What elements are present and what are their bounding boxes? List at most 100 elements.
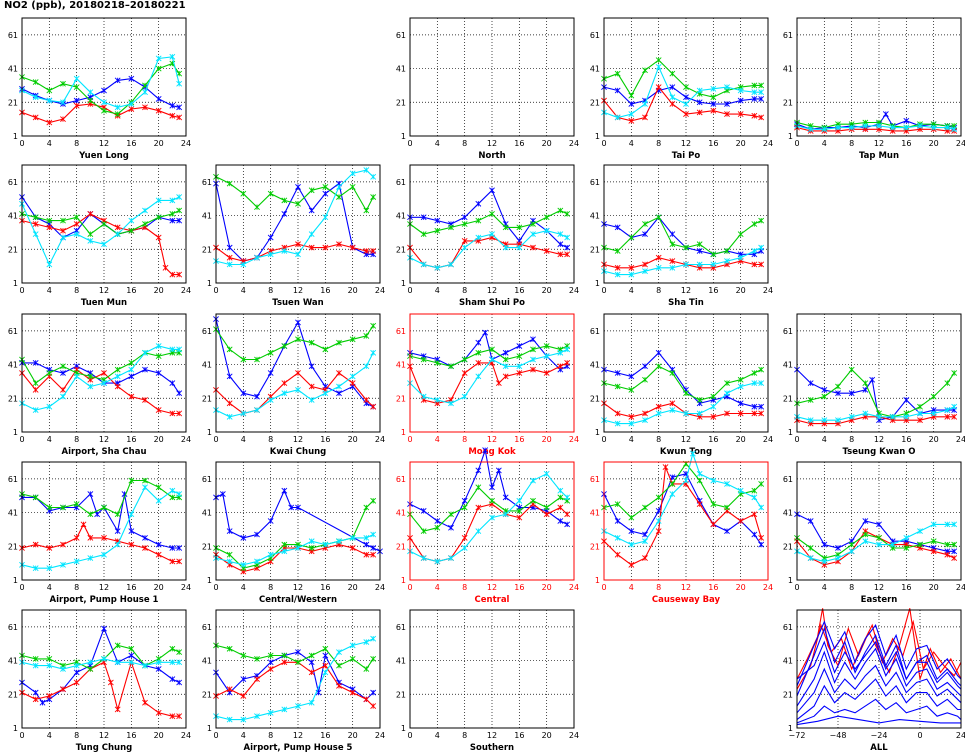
x-tick-label: 24 [956, 583, 965, 592]
data-point [114, 706, 121, 713]
data-point [87, 491, 94, 497]
x-tick-label: 0 [213, 583, 218, 592]
x-tick-label: 24 [375, 286, 385, 295]
panel-title: Airport, Pump House 5 [244, 743, 353, 753]
y-tick-label: 21 [8, 98, 18, 107]
data-point [530, 477, 536, 484]
data-point [176, 649, 183, 656]
data-point [696, 477, 703, 484]
y-tick-label: 41 [590, 361, 600, 370]
data-point [917, 528, 923, 535]
x-tick-label: −24 [871, 731, 888, 740]
series-line-red [603, 86, 762, 122]
x-tick-label: 16 [708, 139, 718, 148]
x-tick-label: 20 [542, 139, 552, 148]
data-point [349, 336, 356, 343]
data-point [226, 254, 233, 261]
x-tick-label: 4 [435, 286, 440, 295]
data-point [363, 332, 370, 339]
data-point [60, 561, 66, 568]
panel-title: Kwun Tong [660, 447, 712, 457]
data-point [758, 244, 765, 251]
data-point [489, 497, 495, 504]
data-point [642, 101, 648, 107]
data-point [710, 101, 717, 107]
data-point [254, 676, 260, 683]
data-point [669, 370, 676, 376]
data-point [32, 380, 39, 387]
data-point [502, 494, 509, 501]
data-point [114, 541, 121, 548]
x-tick-label: 16 [514, 435, 524, 444]
x-tick-label: 8 [849, 139, 854, 148]
plot-frame [21, 313, 187, 433]
data-point [169, 102, 176, 109]
data-point [363, 666, 370, 672]
data-point [60, 116, 66, 123]
data-point [724, 504, 730, 511]
data-point [876, 413, 882, 420]
y-tick-label: 41 [590, 509, 600, 518]
data-point [642, 538, 648, 545]
data-point [370, 322, 377, 329]
data-point [162, 264, 169, 271]
data-point [46, 261, 53, 268]
y-tick-label: 21 [8, 394, 18, 403]
series-line-cyan [215, 169, 374, 266]
panel-airport-sha-chau: 0 4 8 12 16 20 24 1 21 41 61 Airport, Sha Chau [8, 313, 191, 457]
data-point [683, 111, 689, 118]
data-point [516, 514, 523, 521]
data-point [710, 403, 717, 410]
panel-sha-tin: 0 4 8 12 16 20 24 1 21 41 61 Sha Tin [590, 164, 773, 308]
data-point [114, 366, 121, 373]
data-point [696, 501, 703, 508]
data-point [642, 221, 648, 227]
data-point [308, 659, 315, 666]
data-point [176, 491, 183, 497]
data-point [614, 264, 621, 271]
data-point [254, 407, 260, 414]
data-point [32, 231, 39, 238]
data-point [60, 99, 66, 106]
data-point [662, 464, 669, 470]
data-point [655, 403, 662, 410]
data-point [614, 370, 621, 376]
data-point [370, 531, 377, 538]
data-point [240, 190, 247, 197]
data-point [917, 417, 923, 424]
data-point [114, 224, 121, 231]
data-point [128, 541, 135, 548]
panel-tuen-mun: 0 4 8 12 16 20 24 1 21 41 61 Tuen Mun [8, 164, 191, 308]
series-line-cyan [215, 638, 374, 721]
data-point [281, 197, 288, 204]
data-point [32, 79, 39, 85]
data-point [267, 709, 274, 716]
data-point [60, 227, 66, 234]
data-point [370, 655, 377, 662]
data-point [128, 75, 135, 82]
data-point [308, 669, 315, 676]
x-tick-label: 4 [241, 286, 246, 295]
data-point [295, 703, 301, 710]
series-line-red [409, 236, 568, 269]
data-point [642, 261, 648, 268]
data-point [308, 187, 315, 194]
y-tick-label: 21 [202, 245, 212, 254]
data-point [94, 511, 101, 518]
panel-title: Central [475, 595, 510, 605]
data-point [530, 366, 536, 373]
panel-title: Tseung Kwan O [842, 447, 915, 457]
panel-title: Southern [470, 743, 514, 753]
data-point [669, 258, 676, 265]
data-point [564, 494, 571, 501]
data-point [461, 497, 468, 504]
series-line-cyan [215, 534, 374, 566]
data-point [543, 511, 550, 518]
data-point [628, 111, 635, 118]
data-point [363, 363, 370, 370]
x-tick-label: 12 [681, 286, 691, 295]
data-point [655, 349, 662, 356]
data-point [710, 521, 717, 528]
data-point [176, 713, 183, 720]
data-point [87, 659, 94, 666]
